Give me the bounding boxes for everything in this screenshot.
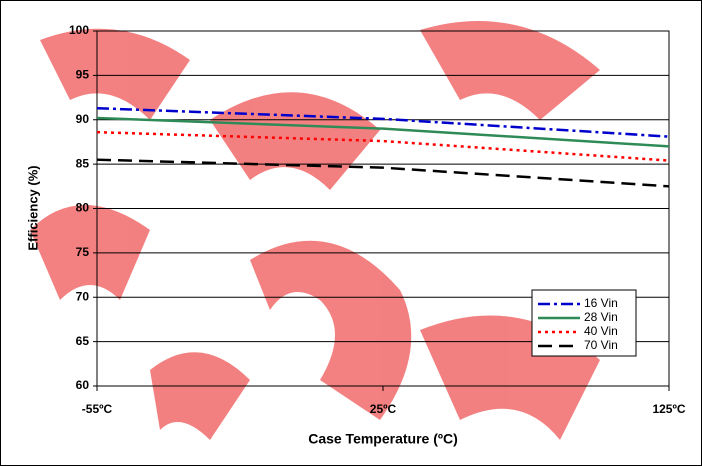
x-tick-label: 125ºC bbox=[652, 402, 685, 416]
series-line bbox=[96, 116, 670, 148]
y-tick-label: 70 bbox=[76, 289, 90, 303]
y-tick-label: 75 bbox=[76, 245, 90, 259]
x-axis-title: Case Temperature (ºC) bbox=[308, 431, 458, 447]
series-line bbox=[96, 158, 670, 188]
legend-label: 40 Vin bbox=[584, 324, 618, 338]
y-tick-label: 60 bbox=[76, 378, 90, 392]
legend-label: 28 Vin bbox=[584, 310, 618, 324]
series-line bbox=[96, 106, 670, 138]
y-tick-label: 80 bbox=[76, 201, 90, 215]
legend-label: 70 Vin bbox=[584, 338, 618, 352]
y-tick-label: 85 bbox=[76, 156, 90, 170]
y-tick-label: 65 bbox=[76, 334, 90, 348]
y-axis-title: Efficiency (%) bbox=[25, 165, 40, 250]
series-line bbox=[96, 130, 670, 162]
y-tick-label: 90 bbox=[76, 112, 90, 126]
y-tick-label: 95 bbox=[76, 68, 90, 82]
y-tick-label: 100 bbox=[69, 23, 89, 37]
x-tick-label: 25ºC bbox=[370, 402, 397, 416]
legend-label: 16 Vin bbox=[584, 296, 618, 310]
x-tick-label: -55ºC bbox=[82, 402, 113, 416]
